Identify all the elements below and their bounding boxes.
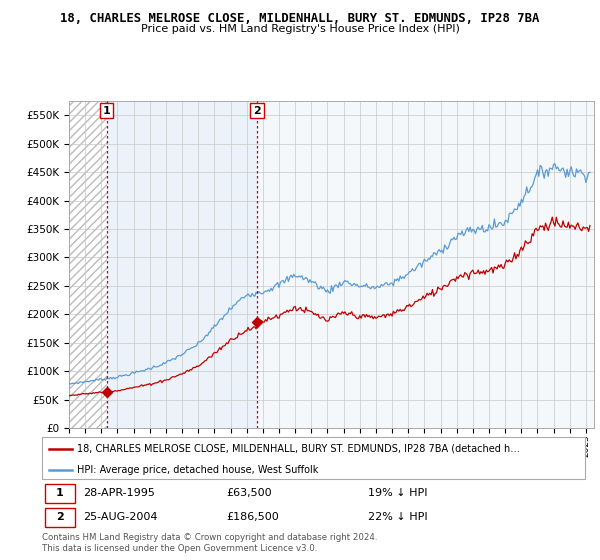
Text: 1: 1 [103,106,110,116]
Bar [107,101,257,428]
Text: 22% ↓ HPI: 22% ↓ HPI [368,512,427,522]
Text: 19% ↓ HPI: 19% ↓ HPI [368,488,427,498]
Bar [45,483,74,502]
Text: 18, CHARLES MELROSE CLOSE, MILDENHALL, BURY ST. EDMUNDS, IP28 7BA (detached h…: 18, CHARLES MELROSE CLOSE, MILDENHALL, B… [77,444,520,454]
Bar [45,508,74,527]
Text: Contains HM Land Registry data © Crown copyright and database right 2024.
This d: Contains HM Land Registry data © Crown c… [42,533,377,553]
Text: Price paid vs. HM Land Registry's House Price Index (HPI): Price paid vs. HM Land Registry's House … [140,24,460,34]
Text: 2: 2 [56,512,64,522]
Text: £63,500: £63,500 [227,488,272,498]
Text: 2: 2 [253,106,261,116]
Text: 1: 1 [56,488,64,498]
Text: HPI: Average price, detached house, West Suffolk: HPI: Average price, detached house, West… [77,465,319,474]
Text: 25-AUG-2004: 25-AUG-2004 [83,512,157,522]
Bar [257,101,594,428]
Text: £186,500: £186,500 [227,512,280,522]
Bar [69,101,107,428]
Text: 28-APR-1995: 28-APR-1995 [83,488,155,498]
Text: 18, CHARLES MELROSE CLOSE, MILDENHALL, BURY ST. EDMUNDS, IP28 7BA: 18, CHARLES MELROSE CLOSE, MILDENHALL, B… [61,12,539,25]
